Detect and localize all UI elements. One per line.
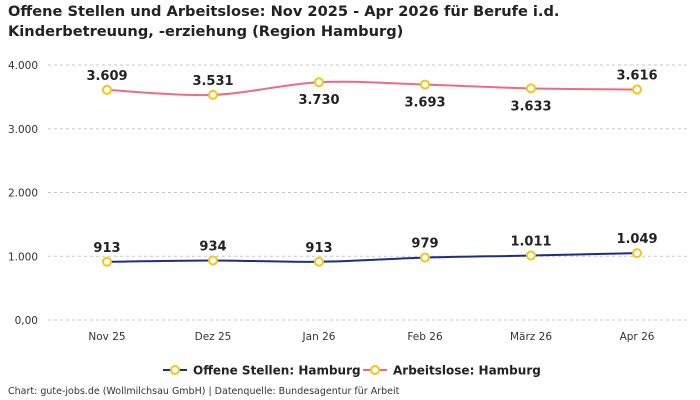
y-tick-label: 1.000 (8, 251, 38, 263)
data-point (314, 256, 324, 267)
legend-marker (170, 365, 180, 375)
data-point (208, 89, 218, 100)
y-axis-ticks: 0,00 1.000 2.000 3.000 4.000 (8, 60, 38, 327)
data-point (526, 83, 536, 94)
y-tick-label: 2.000 (8, 188, 38, 200)
data-label: 3.730 (298, 93, 339, 108)
data-point (208, 255, 218, 266)
data-label: 3.609 (86, 69, 127, 84)
grid-layer (48, 64, 690, 321)
data-point (632, 84, 642, 95)
data-label-layer: 913 934 913 979 1.011 1.049 3.609 3.531 3.730 3.6… (86, 68, 657, 255)
legend: Offene Stellen: Hamburg Arbeitslose: Hamb… (163, 364, 541, 378)
data-label: 1.049 (616, 232, 657, 247)
data-label: 1.011 (510, 235, 551, 250)
x-tick-label: Nov 25 (88, 331, 125, 343)
chart-footer-source: Chart: gute-jobs.de (Wollmilchsau GmbH) … (8, 386, 400, 397)
data-point (102, 84, 112, 95)
series-layer (102, 77, 642, 267)
x-tick-label: Jan 26 (302, 331, 336, 343)
data-label: 913 (305, 241, 332, 256)
data-point (102, 256, 112, 267)
data-label: 3.633 (510, 99, 551, 114)
series-line (106, 80, 638, 97)
data-label: 3.531 (192, 74, 233, 89)
x-tick-label: Dez 25 (195, 331, 232, 343)
data-label: 3.693 (404, 96, 445, 111)
legend-marker (370, 365, 380, 375)
legend-label: Arbeitslose: Hamburg (393, 364, 541, 378)
series-line (106, 252, 638, 263)
data-point (526, 250, 536, 261)
data-label: 913 (93, 241, 120, 256)
chart-title: Offene Stellen und Arbeitslose: Nov 2025… (8, 3, 560, 40)
data-point (420, 79, 430, 90)
legend-label: Offene Stellen: Hamburg (193, 364, 361, 378)
y-tick-label: 3.000 (8, 124, 38, 136)
data-label: 3.616 (616, 68, 657, 83)
x-tick-label: März 26 (510, 331, 552, 343)
data-label: 979 (411, 237, 438, 252)
x-tick-label: Feb 26 (407, 331, 443, 343)
data-point (632, 248, 642, 259)
x-tick-label: Apr 26 (620, 331, 655, 343)
y-tick-label: 4.000 (8, 60, 38, 72)
x-axis-ticks: Nov 25 Dez 25 Jan 26 Feb 26 März 26 Apr 26 (88, 331, 654, 343)
y-tick-label: 0,00 (15, 315, 38, 327)
data-point (314, 77, 324, 88)
data-label: 934 (199, 239, 226, 254)
data-point (420, 252, 430, 263)
